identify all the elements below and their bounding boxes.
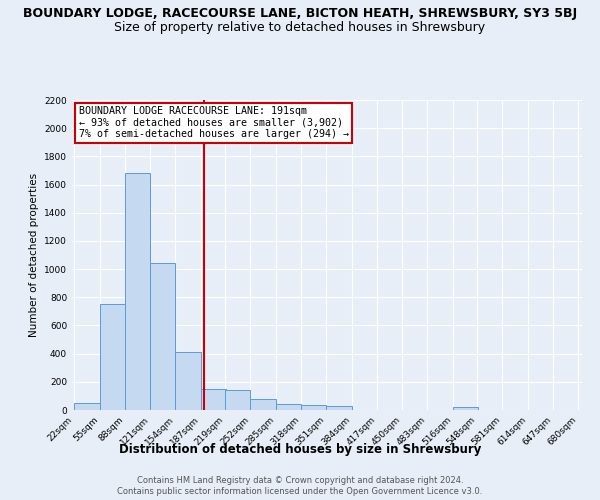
Bar [100, 304, 125, 410]
Bar [301, 405, 326, 410]
Text: BOUNDARY LODGE, RACECOURSE LANE, BICTON HEATH, SHREWSBURY, SY3 5BJ: BOUNDARY LODGE, RACECOURSE LANE, BICTON … [23, 8, 577, 20]
Bar [275, 404, 301, 410]
Bar [250, 398, 275, 410]
Text: Size of property relative to detached houses in Shrewsbury: Size of property relative to detached ho… [115, 21, 485, 34]
Bar [125, 174, 150, 410]
Bar [200, 389, 226, 410]
Bar [225, 390, 250, 410]
Bar [452, 407, 478, 410]
Bar [326, 406, 352, 410]
Bar [175, 352, 200, 410]
Text: Distribution of detached houses by size in Shrewsbury: Distribution of detached houses by size … [119, 442, 481, 456]
Text: BOUNDARY LODGE RACECOURSE LANE: 191sqm
← 93% of detached houses are smaller (3,9: BOUNDARY LODGE RACECOURSE LANE: 191sqm ←… [79, 106, 349, 140]
Text: Contains HM Land Registry data © Crown copyright and database right 2024.: Contains HM Land Registry data © Crown c… [137, 476, 463, 485]
Bar [150, 264, 175, 410]
Bar [74, 403, 100, 410]
Y-axis label: Number of detached properties: Number of detached properties [29, 173, 38, 337]
Text: Contains public sector information licensed under the Open Government Licence v3: Contains public sector information licen… [118, 488, 482, 496]
